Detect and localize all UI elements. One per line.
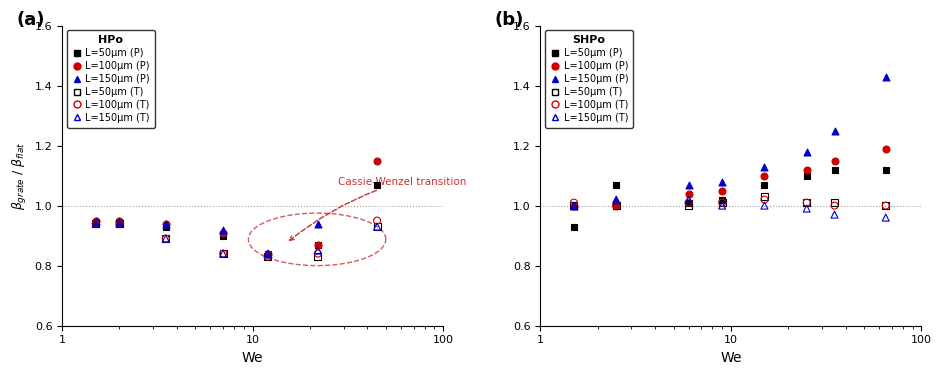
X-axis label: We: We <box>242 351 263 365</box>
Point <box>567 203 582 209</box>
Point <box>88 218 103 224</box>
Point <box>715 188 730 194</box>
Point <box>715 200 730 206</box>
Point <box>216 230 231 236</box>
Point <box>799 206 814 212</box>
Point <box>216 250 231 256</box>
Point <box>878 203 893 209</box>
Point <box>112 221 127 227</box>
Point <box>827 212 842 218</box>
X-axis label: We: We <box>720 351 741 365</box>
Point <box>608 203 623 209</box>
Point <box>158 236 174 242</box>
Point <box>260 250 275 256</box>
Point <box>370 158 385 164</box>
Point <box>88 221 103 227</box>
Text: (b): (b) <box>495 11 524 29</box>
Point <box>158 221 174 227</box>
Point <box>112 218 127 224</box>
Point <box>310 242 325 248</box>
Text: Cassie-Wenzel transition: Cassie-Wenzel transition <box>290 177 466 240</box>
Point <box>715 203 730 209</box>
Point <box>827 167 842 173</box>
Point <box>310 250 325 256</box>
Point <box>878 146 893 152</box>
Point <box>310 253 325 259</box>
Point <box>112 221 127 227</box>
Legend: L=50μm (P), L=100μm (P), L=150μm (P), L=50μm (T), L=100μm (T), L=150μm (T): L=50μm (P), L=100μm (P), L=150μm (P), L=… <box>545 30 633 128</box>
Point <box>715 200 730 206</box>
Point <box>757 173 772 179</box>
Point <box>112 221 127 227</box>
Point <box>567 200 582 206</box>
Point <box>260 250 275 256</box>
Point <box>310 221 325 227</box>
Point <box>567 203 582 209</box>
Point <box>757 182 772 188</box>
Point <box>112 221 127 227</box>
Point <box>310 242 325 248</box>
Point <box>158 221 174 227</box>
Point <box>260 250 275 256</box>
Point <box>608 203 623 209</box>
Point <box>112 218 127 224</box>
Point <box>260 250 275 256</box>
Text: (a): (a) <box>16 11 45 29</box>
Point <box>799 200 814 206</box>
Point <box>216 250 231 256</box>
Point <box>260 253 275 259</box>
Point <box>608 197 623 203</box>
Point <box>757 197 772 203</box>
Point <box>158 236 174 242</box>
Point <box>715 197 730 203</box>
Point <box>878 215 893 221</box>
Point <box>370 224 385 230</box>
Point <box>878 74 893 80</box>
Point <box>158 224 174 230</box>
Point <box>757 203 772 209</box>
Point <box>260 253 275 259</box>
Point <box>567 203 582 209</box>
Point <box>715 179 730 185</box>
Point <box>370 182 385 188</box>
Point <box>681 203 696 209</box>
Point <box>681 200 696 206</box>
Point <box>878 167 893 173</box>
Point <box>310 248 325 254</box>
Point <box>216 227 231 233</box>
Point <box>799 200 814 206</box>
Point <box>681 182 696 188</box>
Point <box>88 221 103 227</box>
Y-axis label: $\beta_{grate}$ / $\beta_{flat}$: $\beta_{grate}$ / $\beta_{flat}$ <box>11 141 29 210</box>
Point <box>878 203 893 209</box>
Point <box>567 224 582 230</box>
Point <box>799 149 814 155</box>
Point <box>608 203 623 209</box>
Point <box>681 191 696 197</box>
Point <box>370 224 385 230</box>
Point <box>757 194 772 200</box>
Legend: L=50μm (P), L=100μm (P), L=150μm (P), L=50μm (T), L=100μm (T), L=150μm (T): L=50μm (P), L=100μm (P), L=150μm (P), L=… <box>67 30 155 128</box>
Point <box>799 167 814 173</box>
Point <box>827 158 842 164</box>
Point <box>827 127 842 133</box>
Point <box>158 236 174 242</box>
Point <box>608 197 623 203</box>
Point <box>216 233 231 239</box>
Point <box>799 173 814 179</box>
Point <box>88 221 103 227</box>
Point <box>88 218 103 224</box>
Point <box>608 182 623 188</box>
Point <box>370 218 385 224</box>
Point <box>827 203 842 209</box>
Point <box>88 221 103 227</box>
Point <box>681 197 696 203</box>
Point <box>567 203 582 209</box>
Point <box>681 200 696 206</box>
Point <box>216 250 231 256</box>
Point <box>757 164 772 170</box>
Point <box>827 200 842 206</box>
